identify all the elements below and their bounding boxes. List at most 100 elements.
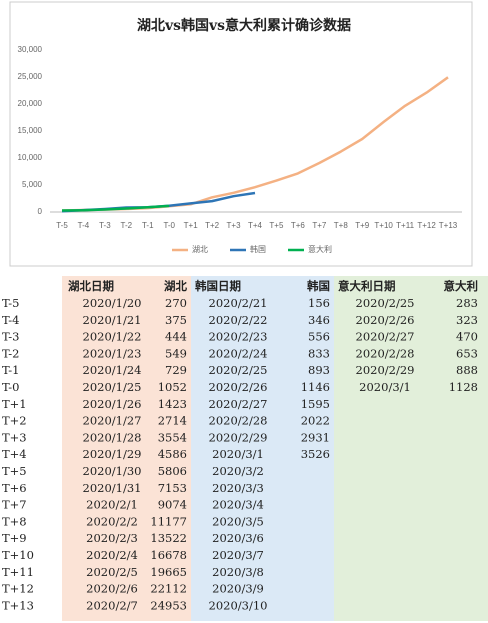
row-label: T+3: [2, 430, 27, 444]
cell-value: 11177: [150, 514, 187, 528]
cell-value: 4586: [158, 447, 187, 461]
x-tick-label: T+3: [227, 221, 242, 230]
row-label: T-1: [2, 363, 19, 377]
table-header: 湖北: [164, 279, 187, 293]
cell-date: 2020/1/27: [83, 414, 142, 428]
row-label: T+10: [2, 548, 34, 562]
cell-date: 2020/3/1: [212, 447, 264, 461]
cell-date: 2020/3/4: [212, 498, 264, 512]
row-label: T-0: [2, 380, 19, 394]
x-tick-label: T+6: [291, 221, 306, 230]
cell-date: 2020/2/25: [356, 296, 415, 310]
cell-date: 2020/2/1: [86, 498, 138, 512]
x-tick-label: T-2: [121, 221, 133, 230]
korea-bg: [191, 276, 334, 621]
x-tick-label: T+13: [439, 221, 458, 230]
cell-date: 2020/1/25: [83, 380, 142, 394]
cell-date: 2020/2/3: [86, 531, 138, 545]
cell-value: 2931: [301, 430, 330, 444]
cell-date: 2020/3/5: [212, 514, 264, 528]
cell-value: 7153: [158, 481, 187, 495]
x-tick-label: T-4: [78, 221, 90, 230]
cell-value: 833: [308, 346, 330, 360]
cell-date: 2020/1/29: [83, 447, 142, 461]
y-tick-label: 10,000: [18, 153, 43, 162]
series-line: [61, 204, 170, 212]
row-label: T+6: [2, 481, 27, 495]
cell-date: 2020/1/26: [83, 397, 142, 411]
hubei-bg: [62, 276, 191, 621]
x-tick-label: T+9: [355, 221, 370, 230]
cell-value: 16678: [150, 548, 187, 562]
cell-value: 3554: [158, 430, 187, 444]
x-tick-label: T-1: [142, 221, 154, 230]
row-label: T+2: [2, 414, 27, 428]
y-tick-label: 5,000: [22, 180, 43, 189]
cell-value: 1423: [158, 397, 187, 411]
cell-date: 2020/2/29: [356, 363, 415, 377]
cell-value: 13522: [150, 531, 187, 545]
cell-value: 270: [165, 296, 187, 310]
x-tick-label: T-5: [56, 221, 68, 230]
cell-date: 2020/2/5: [86, 565, 138, 579]
cell-value: 549: [165, 346, 187, 360]
x-tick-label: T+8: [334, 221, 349, 230]
cell-date: 2020/2/27: [356, 330, 415, 344]
cell-date: 2020/1/22: [83, 330, 142, 344]
x-tick-label: T+2: [205, 221, 220, 230]
cell-value: 1146: [301, 380, 330, 394]
cell-date: 2020/1/24: [83, 363, 142, 377]
row-label: T-5: [2, 296, 19, 310]
cell-date: 2020/3/7: [212, 548, 264, 562]
x-tick-label: T-3: [99, 221, 111, 230]
cell-date: 2020/2/22: [209, 313, 268, 327]
cell-date: 2020/2/28: [356, 346, 415, 360]
table-header: 韩国: [307, 279, 330, 293]
row-label: T+1: [2, 397, 27, 411]
x-tick-label: T+10: [374, 221, 393, 230]
x-tick-label: T+1: [184, 221, 199, 230]
row-label: T-2: [2, 346, 19, 360]
cell-value: 346: [308, 313, 330, 327]
y-tick-label: 0: [38, 207, 43, 216]
cell-date: 2020/3/3: [212, 481, 264, 495]
cell-date: 2020/3/9: [212, 582, 264, 596]
cell-value: 5806: [158, 464, 187, 478]
cell-date: 2020/3/1: [359, 380, 411, 394]
legend-label: 湖北: [192, 245, 208, 254]
cell-date: 2020/2/21: [209, 296, 268, 310]
row-label: T+9: [2, 531, 27, 545]
cell-date: 2020/2/27: [209, 397, 268, 411]
cell-date: 2020/2/7: [86, 598, 138, 612]
cell-date: 2020/3/2: [212, 464, 264, 478]
cell-date: 2020/1/21: [83, 313, 142, 327]
y-tick-label: 20,000: [18, 99, 43, 108]
row-label: T+4: [2, 447, 27, 461]
x-tick-label: T-0: [163, 221, 175, 230]
x-tick-label: T+12: [417, 221, 436, 230]
cell-value: 22112: [150, 582, 187, 596]
chart-title: 湖北vs韩国vs意大利累计确诊数据: [137, 17, 351, 34]
cell-value: 375: [165, 313, 187, 327]
italy-bg: [334, 276, 488, 621]
x-tick-label: T+11: [396, 221, 414, 230]
row-label: T+13: [2, 598, 34, 612]
row-label: T+7: [2, 498, 27, 512]
cell-value: 470: [456, 330, 478, 344]
table-header: 湖北日期: [68, 279, 114, 293]
cell-value: 3526: [301, 447, 330, 461]
cell-date: 2020/3/10: [209, 598, 268, 612]
table-header: 意大利日期: [338, 279, 396, 293]
cell-value: 283: [456, 296, 478, 310]
cell-value: 9074: [158, 498, 187, 512]
cell-value: 1595: [301, 397, 330, 411]
cell-value: 156: [308, 296, 330, 310]
row-label: T-4: [2, 313, 19, 327]
cell-value: 893: [308, 363, 330, 377]
cell-date: 2020/3/8: [212, 565, 264, 579]
cell-date: 2020/2/26: [209, 380, 268, 394]
cell-value: 2022: [301, 414, 330, 428]
cell-date: 2020/1/30: [83, 464, 142, 478]
legend-label: 意大利: [308, 244, 332, 254]
cell-value: 1128: [449, 380, 478, 394]
